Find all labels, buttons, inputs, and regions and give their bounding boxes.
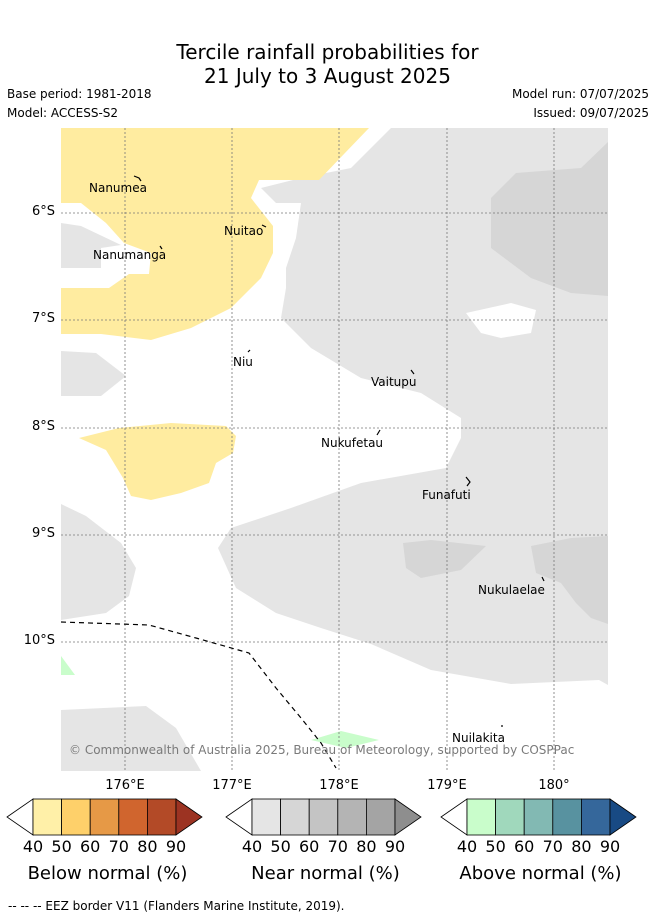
colorbar-near-normal (225, 798, 422, 836)
island-outlines (133, 175, 545, 727)
niu-outline (247, 349, 251, 353)
lon-label-179e: 179°E (427, 778, 467, 793)
colorbar-near-segment (251, 798, 282, 836)
colorbar-above-high-extension (609, 798, 637, 836)
near-normal-dark-patch-south (531, 536, 608, 624)
probability-map: Nanumea Nuitao Nanumanga Niu Vaitupu Nuk… (61, 128, 608, 771)
colorbar-near-segment (308, 798, 339, 836)
colorbar-above-segment (495, 798, 525, 836)
issued-date: Issued: 09/07/2025 (533, 106, 649, 120)
colorbar-below-segment (89, 798, 120, 836)
colorbar-below-segment (32, 798, 63, 836)
colorbar-below-normal (6, 798, 203, 836)
near-normal-dark-patch-north (491, 142, 608, 296)
colorbar-near-segment (365, 798, 396, 836)
near-normal-region-southwest (61, 706, 201, 771)
colorbar-near-segment (280, 798, 310, 836)
colorbar-above-segment (466, 798, 497, 836)
base-period: Base period: 1981-2018 (7, 87, 152, 101)
island-label-nanumea: Nanumea (89, 181, 147, 195)
model-run: Model run: 07/07/2025 (511, 87, 649, 101)
colorbar-above-tick: 90 (599, 837, 621, 856)
above-normal-patch-west (61, 656, 75, 675)
colorbar-near-tick: 90 (384, 837, 406, 856)
colorbar-below-label: Below normal (%) (27, 863, 188, 884)
graticule (61, 128, 608, 771)
vaitupu-outline (410, 369, 415, 375)
funafuti-outline (465, 476, 471, 487)
colorbar-above-tick: 80 (571, 837, 592, 856)
colorbar-below-tick: 60 (80, 837, 101, 856)
lon-label-177e: 177°E (212, 778, 252, 793)
colorbars (6, 798, 637, 836)
colorbar-above-tick: 60 (514, 837, 535, 856)
colorbar-below-tick: 80 (137, 837, 158, 856)
map-title: Tercile rainfall probabilities for 21 Ju… (0, 40, 655, 88)
colorbar-below-low-extension (6, 798, 34, 836)
below-normal-region-north (61, 128, 369, 340)
colorbar-below-segment (61, 798, 91, 836)
colorbar-near-tick: 70 (327, 837, 348, 856)
colorbar-near-label: Near normal (%) (251, 863, 400, 884)
island-label-nuitao: Nuitao (224, 224, 263, 238)
near-normal-region-west-1 (61, 223, 121, 268)
colorbar-near-low-extension (225, 798, 253, 836)
lat-label-9s: 9°S (31, 526, 55, 541)
nukulaelae-outline (541, 576, 545, 582)
colorbar-below-tick: 70 (108, 837, 129, 856)
title-line-2: 21 July to 3 August 2025 (204, 64, 451, 88)
near-normal-region-west-3 (61, 504, 136, 620)
eez-border (61, 621, 337, 769)
colorbar-above-segment (552, 798, 582, 836)
colorbar-below-tick: 40 (22, 837, 44, 856)
colorbar-near-tick: 40 (241, 837, 263, 856)
lon-label-176e: 176°E (105, 778, 145, 793)
colorbar-above-low-extension (440, 798, 468, 836)
colorbar-above-label: Above normal (%) (459, 863, 622, 884)
island-label-nanumanga: Nanumanga (93, 248, 166, 262)
colorbar-above-segment (523, 798, 554, 836)
colorbar-near-high-extension (394, 798, 422, 836)
colorbar-above-normal (440, 798, 637, 836)
lat-label-8s: 8°S (31, 419, 55, 434)
below-normal-region-south (79, 423, 236, 500)
colorbar-above-tick: 50 (485, 837, 506, 856)
near-normal-dark-patch-mid (403, 540, 486, 578)
colorbar-above-tick: 40 (456, 837, 478, 856)
colorbar-below-high-extension (175, 798, 203, 836)
ocean-gap-east (466, 303, 536, 338)
eez-source-footer: -- -- -- EEZ border V11 (Flanders Marine… (8, 899, 345, 913)
colorbar-near-tick: 60 (299, 837, 320, 856)
colorbar-below-tick: 90 (165, 837, 187, 856)
colorbar-near-segment (337, 798, 367, 836)
near-normal-region-east (218, 128, 608, 685)
colorbar-below-segment (146, 798, 177, 836)
colorbar-above-segment (581, 798, 611, 836)
lat-label-6s: 6°S (31, 204, 55, 219)
island-label-nukufetau: Nukufetau (321, 436, 383, 450)
model-name: Model: ACCESS-S2 (7, 106, 119, 120)
colorbar-near-tick: 80 (356, 837, 377, 856)
above-normal-patch-south (311, 731, 379, 748)
nuitao-outline (261, 224, 267, 228)
lon-label-178e: 178°E (319, 778, 359, 793)
colorbar-near-tick: 50 (270, 837, 291, 856)
title-line-1: Tercile rainfall probabilities for (176, 40, 479, 64)
island-label-niu: Niu (233, 355, 253, 369)
island-label-nuilakita: Nuilakita (452, 731, 505, 745)
island-label-nukulaelae: Nukulaelae (478, 583, 545, 597)
lat-label-10s: 10°S (23, 633, 55, 648)
nanumea-outline (133, 175, 142, 182)
nukufetau-outline (376, 429, 381, 436)
near-normal-region-west-2 (61, 351, 126, 396)
colorbar-below-segment (118, 798, 148, 836)
colorbar-below-tick: 50 (51, 837, 72, 856)
island-label-funafuti: Funafuti (422, 488, 471, 502)
island-label-vaitupu: Vaitupu (371, 375, 417, 389)
lon-label-180: 180° (538, 778, 570, 793)
nanumanga-outline (159, 245, 163, 250)
copyright-notice: © Commonwealth of Australia 2025, Bureau… (69, 743, 574, 757)
lat-label-7s: 7°S (31, 311, 55, 326)
colorbar-above-tick: 70 (542, 837, 563, 856)
